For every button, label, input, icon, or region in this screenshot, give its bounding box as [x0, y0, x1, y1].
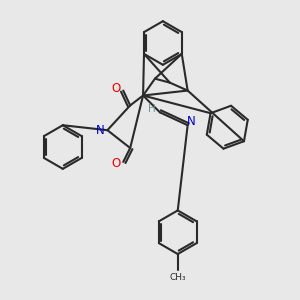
- Text: CH₃: CH₃: [169, 273, 186, 282]
- Text: O: O: [112, 158, 121, 170]
- Text: O: O: [112, 82, 121, 95]
- Text: H: H: [148, 104, 156, 114]
- Text: N: N: [187, 115, 196, 128]
- Text: N: N: [96, 124, 105, 137]
